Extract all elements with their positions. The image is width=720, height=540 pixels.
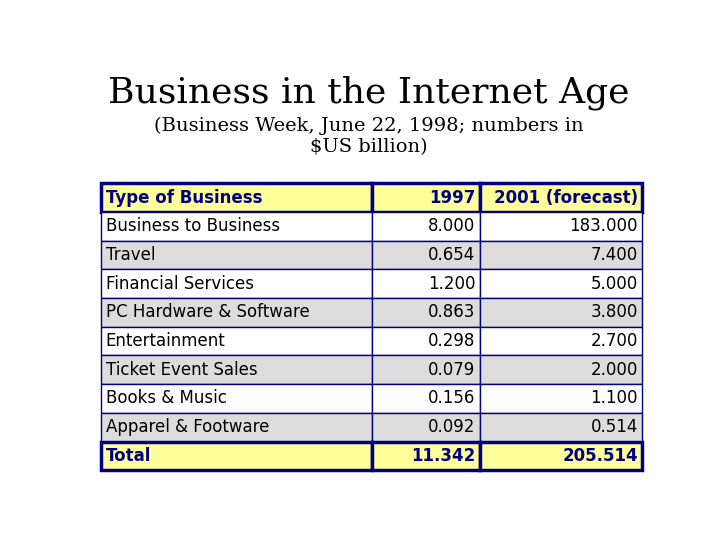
Bar xyxy=(372,241,480,269)
Text: Travel: Travel xyxy=(106,246,155,264)
Bar xyxy=(372,327,480,355)
Text: (Business Week, June 22, 1998; numbers in
$US billion): (Business Week, June 22, 1998; numbers i… xyxy=(154,117,584,156)
Bar xyxy=(372,183,480,212)
Text: 0.079: 0.079 xyxy=(428,361,476,379)
Bar xyxy=(480,413,642,442)
Bar xyxy=(372,413,480,442)
Text: 8.000: 8.000 xyxy=(428,217,476,235)
Bar xyxy=(372,212,480,241)
Text: 0.092: 0.092 xyxy=(428,418,476,436)
Bar xyxy=(480,327,642,355)
Text: 5.000: 5.000 xyxy=(590,275,638,293)
Bar xyxy=(372,442,480,470)
Bar xyxy=(101,384,372,413)
Bar xyxy=(372,384,480,413)
Text: 1.100: 1.100 xyxy=(590,389,638,408)
Bar xyxy=(101,355,372,384)
Bar xyxy=(101,298,372,327)
Bar xyxy=(480,442,642,470)
Text: Business to Business: Business to Business xyxy=(106,217,280,235)
Bar xyxy=(101,183,372,212)
Text: Business in the Internet Age: Business in the Internet Age xyxy=(108,75,630,110)
Text: Ticket Event Sales: Ticket Event Sales xyxy=(106,361,257,379)
Text: 1997: 1997 xyxy=(429,188,476,207)
Bar xyxy=(101,269,372,298)
Text: Books & Music: Books & Music xyxy=(106,389,227,408)
Text: 11.342: 11.342 xyxy=(411,447,476,465)
Bar xyxy=(372,298,480,327)
Text: Total: Total xyxy=(106,447,151,465)
Bar xyxy=(101,212,372,241)
Text: 2001 (forecast): 2001 (forecast) xyxy=(494,188,638,207)
Bar xyxy=(480,241,642,269)
Bar xyxy=(372,269,480,298)
Text: Entertainment: Entertainment xyxy=(106,332,225,350)
Bar xyxy=(101,327,372,355)
Bar xyxy=(480,269,642,298)
Text: Apparel & Footware: Apparel & Footware xyxy=(106,418,269,436)
Text: 2.000: 2.000 xyxy=(590,361,638,379)
Bar xyxy=(480,355,642,384)
Bar xyxy=(101,442,372,470)
Text: 205.514: 205.514 xyxy=(562,447,638,465)
Bar xyxy=(480,384,642,413)
Text: 0.156: 0.156 xyxy=(428,389,476,408)
Bar xyxy=(480,183,642,212)
Text: 183.000: 183.000 xyxy=(570,217,638,235)
Text: Type of Business: Type of Business xyxy=(106,188,262,207)
Bar xyxy=(480,212,642,241)
Text: 2.700: 2.700 xyxy=(590,332,638,350)
Bar xyxy=(101,241,372,269)
Text: Financial Services: Financial Services xyxy=(106,275,253,293)
Text: 0.298: 0.298 xyxy=(428,332,476,350)
Bar xyxy=(101,413,372,442)
Text: 3.800: 3.800 xyxy=(590,303,638,321)
Text: 0.514: 0.514 xyxy=(590,418,638,436)
Text: 1.200: 1.200 xyxy=(428,275,476,293)
Text: PC Hardware & Software: PC Hardware & Software xyxy=(106,303,310,321)
Bar xyxy=(372,355,480,384)
Text: 0.654: 0.654 xyxy=(428,246,476,264)
Text: 7.400: 7.400 xyxy=(590,246,638,264)
Text: 0.863: 0.863 xyxy=(428,303,476,321)
Bar xyxy=(480,298,642,327)
